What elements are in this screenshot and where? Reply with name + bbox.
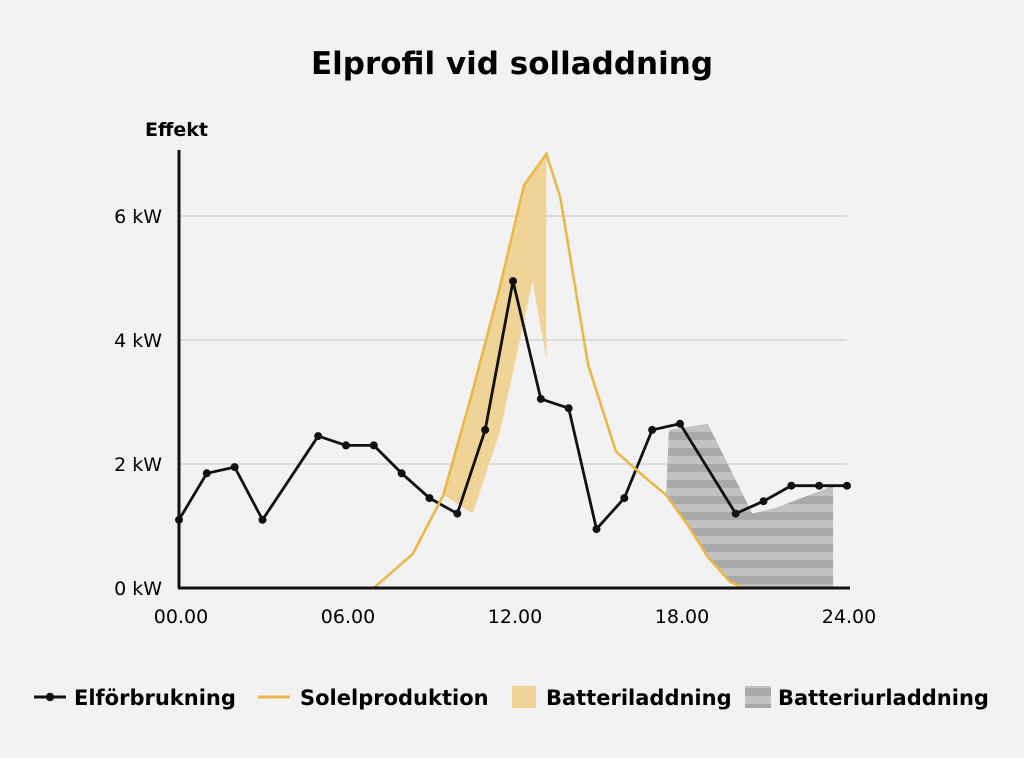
y-tick-label-4: 4 kW — [114, 330, 162, 352]
data-point — [509, 277, 517, 286]
data-point — [453, 509, 462, 518]
data-point — [202, 469, 211, 478]
legend-label-solelproduktion: Solelproduktion — [300, 686, 489, 710]
area-batteriurladdning — [666, 423, 834, 588]
x-tick-label-24: 24.00 — [822, 606, 876, 628]
data-point — [787, 481, 796, 490]
legend-item-batteriladdning: Batteriladdning — [512, 686, 732, 710]
area-batteriladdning — [443, 154, 547, 514]
data-point — [536, 394, 545, 403]
data-point — [342, 441, 350, 450]
legend-item-elforbrukning: Elförbrukning — [34, 686, 236, 710]
chart-title: Elprofil vid solladdning — [311, 46, 713, 82]
data-point — [397, 469, 406, 478]
data-point — [731, 509, 740, 518]
x-tick-label-12: 12.00 — [488, 606, 542, 628]
legend-swatch-batteriladdning — [512, 686, 536, 708]
x-tick-label-0: 00.00 — [154, 606, 208, 628]
x-tick-labels: 00.00 06.00 12.00 18.00 24.00 — [154, 606, 876, 628]
data-point — [230, 463, 239, 472]
legend-item-batteriurladdning: Batteriurladdning — [745, 686, 989, 710]
areas — [443, 154, 834, 588]
legend-label-batteriurladdning: Batteriurladdning — [778, 686, 989, 710]
series-line-solelproduktion — [372, 151, 745, 590]
data-point — [564, 404, 573, 413]
data-point — [648, 425, 657, 434]
data-point — [425, 494, 434, 503]
legend: Elförbrukning Solelproduktion Batterilad… — [34, 686, 989, 710]
legend-item-solelproduktion: Solelproduktion — [258, 686, 489, 710]
legend-label-elforbrukning: Elförbrukning — [74, 686, 236, 710]
y-tick-label-2: 2 kW — [114, 454, 162, 476]
y-tick-label-0: 0 kW — [114, 578, 162, 600]
data-point — [258, 515, 267, 524]
data-point — [481, 425, 490, 434]
y-axis-label: Effekt — [145, 119, 208, 141]
y-tick-labels: 0 kW 2 kW 4 kW 6 kW — [114, 206, 162, 600]
data-point — [592, 525, 601, 534]
data-point — [369, 441, 378, 450]
data-point — [759, 497, 768, 506]
data-point — [620, 494, 629, 503]
y-tick-label-6: 6 kW — [114, 206, 162, 228]
legend-label-batteriladdning: Batteriladdning — [546, 686, 732, 710]
data-point — [314, 432, 323, 441]
data-point — [815, 481, 824, 490]
x-tick-label-18: 18.00 — [655, 606, 709, 628]
x-tick-label-6: 06.00 — [321, 606, 375, 628]
data-point — [676, 419, 684, 428]
data-point — [843, 481, 851, 490]
legend-swatch-batteriurladdning — [745, 686, 771, 708]
